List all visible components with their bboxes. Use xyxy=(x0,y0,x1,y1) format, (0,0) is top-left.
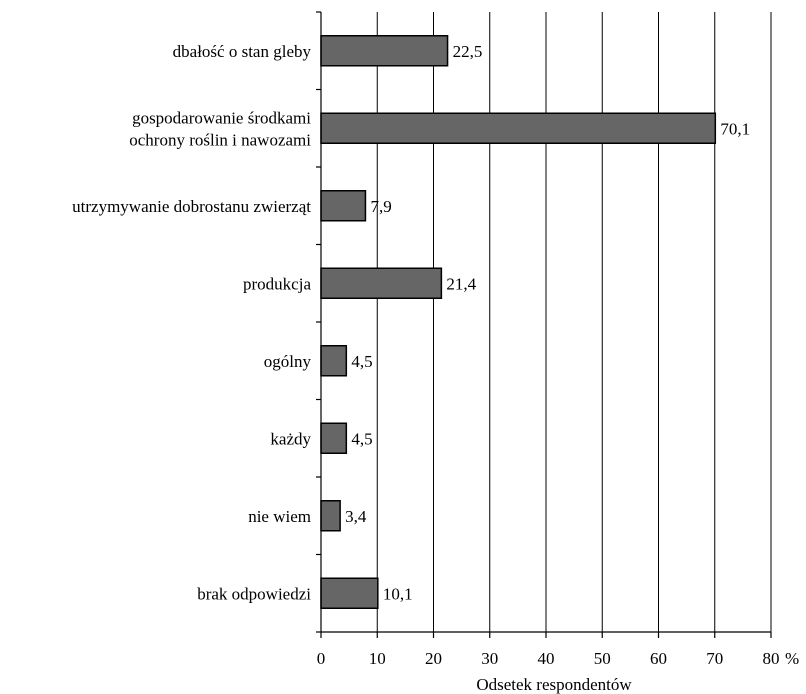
x-tick-label: 80 xyxy=(763,649,780,668)
value-labels: 22,5 70,1 7,9 21,4 4,5 4,5 3,4 10,1 xyxy=(345,42,750,604)
bars xyxy=(320,35,717,609)
category-label: każdy xyxy=(270,429,311,448)
category-label-line: ogólny xyxy=(264,352,312,371)
value-label: 10,1 xyxy=(383,584,413,603)
x-tick-label: 60 xyxy=(650,649,667,668)
bar xyxy=(320,35,449,67)
category-label-line: brak odpowiedzi xyxy=(197,584,311,603)
category-label: brak odpowiedzi xyxy=(197,584,311,603)
category-label-line: każdy xyxy=(270,429,311,448)
bar xyxy=(320,190,367,222)
value-label: 3,4 xyxy=(345,507,367,526)
category-label-line: dbałość o stan gleby xyxy=(173,42,312,61)
x-tick-label: 0 xyxy=(317,649,326,668)
x-axis-title: Odsetek respondentów xyxy=(476,675,632,694)
category-label: produkcja xyxy=(243,274,311,293)
category-label: ogólny xyxy=(264,352,312,371)
category-label-line: produkcja xyxy=(243,274,311,293)
category-label-line: gospodarowanie środkami xyxy=(132,108,311,127)
bar xyxy=(320,345,348,377)
value-label: 70,1 xyxy=(720,119,750,138)
x-tick-label: 30 xyxy=(481,649,498,668)
value-label: 4,5 xyxy=(351,352,372,371)
x-tick-label: 10 xyxy=(369,649,386,668)
category-label-line: nie wiem xyxy=(248,507,311,526)
category-label: utrzymywanie dobrostanu zwierząt xyxy=(72,197,311,216)
category-label: gospodarowanie środkami ochrony roślin i … xyxy=(129,108,311,149)
x-tick-label: 50 xyxy=(594,649,611,668)
category-labels: dbałość o stan gleby gospodarowanie środk… xyxy=(72,42,311,604)
category-label: nie wiem xyxy=(248,507,311,526)
category-label-line: utrzymywanie dobrostanu zwierząt xyxy=(72,197,311,216)
grid-lines xyxy=(376,12,772,632)
category-label: dbałość o stan gleby xyxy=(173,42,312,61)
axes xyxy=(316,11,772,638)
category-label-line: ochrony roślin i nawozami xyxy=(129,130,311,149)
x-axis-unit: % xyxy=(785,649,799,668)
value-label: 21,4 xyxy=(446,274,476,293)
value-label: 4,5 xyxy=(351,429,372,448)
x-tick-label: 70 xyxy=(706,649,723,668)
value-label: 7,9 xyxy=(370,197,391,216)
value-label: 22,5 xyxy=(453,42,483,61)
bar xyxy=(320,112,717,144)
bar xyxy=(320,500,341,532)
x-tick-label: 20 xyxy=(425,649,442,668)
x-tick-label: 40 xyxy=(538,649,555,668)
bar xyxy=(320,422,348,454)
bar xyxy=(320,267,443,299)
x-tick-labels: 0 10 20 30 40 50 60 70 80 xyxy=(317,649,780,668)
bar xyxy=(320,577,379,609)
